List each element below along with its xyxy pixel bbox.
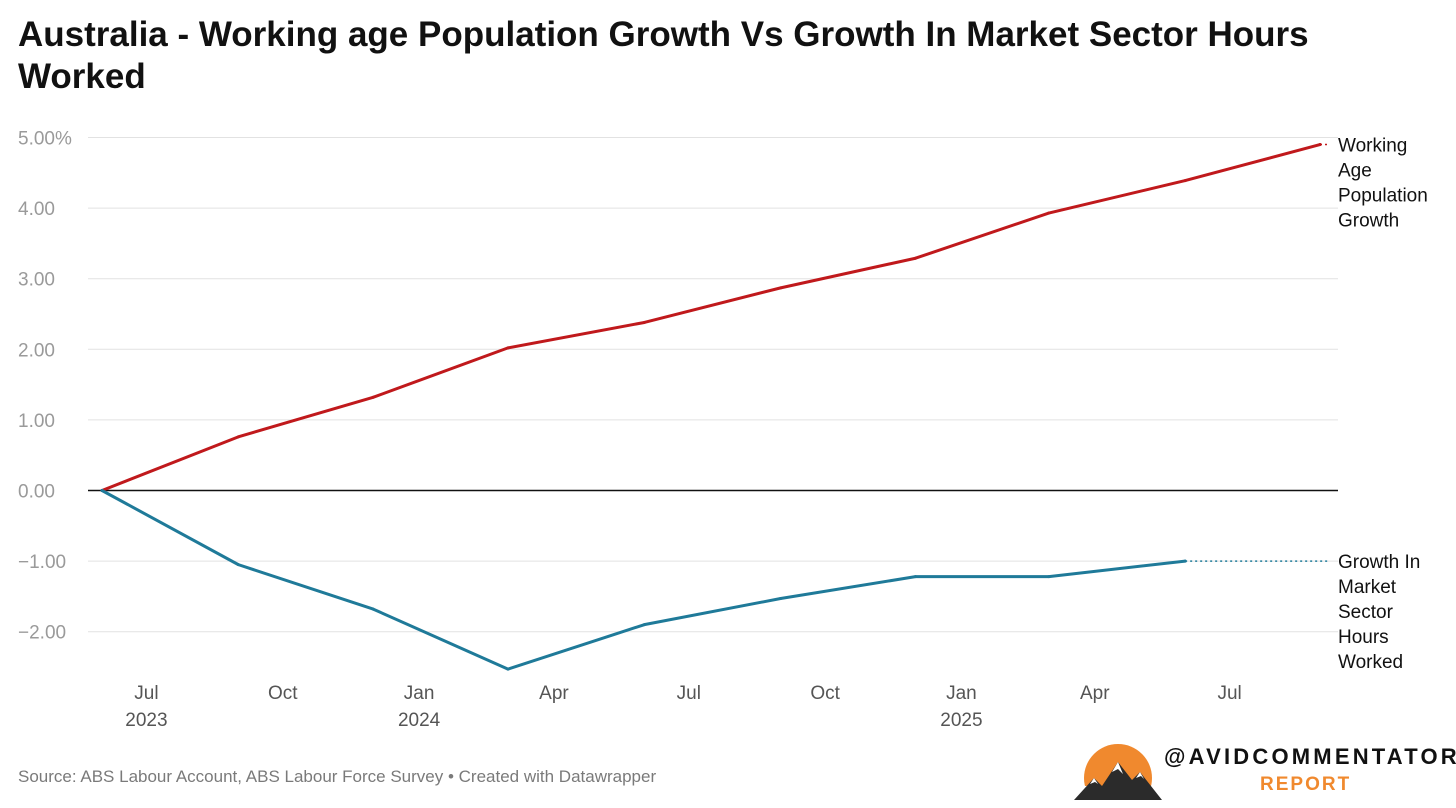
brand-logo-block: @AVIDCOMMENTATOR REPORT (1072, 740, 1456, 802)
y-tick-label: 4.00 (18, 199, 55, 220)
data-point (1047, 211, 1051, 215)
data-point (236, 563, 240, 567)
data-point (236, 435, 240, 439)
y-axis-ticks: 5.00% 4.00 3.00 2.00 1.00 0.00 −1.00 −2.00 (18, 129, 72, 644)
chart-title: Australia - Working age Population Growt… (18, 15, 1309, 96)
series-label: Market (1338, 577, 1397, 598)
series-label: Age (1338, 161, 1372, 182)
x-tick-label: Apr (539, 683, 569, 704)
data-point (642, 623, 646, 627)
series-label: Growth In (1338, 552, 1420, 573)
series-label: Working (1338, 136, 1407, 157)
source-note: Source: ABS Labour Account, ABS Labour F… (18, 767, 657, 786)
series-label: Worked (1338, 652, 1403, 673)
series-label: Hours (1338, 627, 1389, 648)
series-label: Population (1338, 186, 1428, 207)
gridlines (88, 137, 1338, 633)
y-tick-label: 3.00 (18, 270, 55, 291)
population-growth-line (100, 143, 1322, 492)
data-point (642, 320, 646, 324)
x-tick-year-label: 2023 (125, 710, 167, 731)
y-tick-label: −2.00 (18, 623, 66, 644)
x-tick-label: Oct (810, 683, 840, 704)
x-tick-label: Oct (268, 683, 298, 704)
data-point (779, 286, 783, 290)
series-label: Sector (1338, 602, 1394, 623)
y-tick-label: 5.00% (18, 129, 72, 150)
y-tick-label: 0.00 (18, 482, 55, 503)
mountain-sun-logo-icon (1072, 744, 1164, 802)
data-point (506, 346, 510, 350)
line-chart: 5.00% 4.00 3.00 2.00 1.00 0.00 −1.00 −2.00 Jul 2… (18, 129, 1428, 732)
data-point (371, 607, 375, 611)
brand-handle: @AVIDCOMMENTATOR (1164, 744, 1456, 769)
data-point (100, 489, 104, 492)
data-point (1183, 179, 1187, 183)
x-tick-label: Jul (677, 683, 701, 704)
series-labels: Working Age Population Growth Growth In Marke… (1338, 136, 1428, 674)
series-label: Growth (1338, 211, 1399, 232)
hours-worked-line (100, 489, 1187, 671)
x-tick-year-label: 2024 (398, 710, 441, 731)
y-tick-label: 1.00 (18, 411, 55, 432)
data-point (913, 575, 917, 579)
brand-subtitle: REPORT (1260, 774, 1352, 795)
x-tick-label: Jul (1217, 683, 1241, 704)
x-tick-year-label: 2025 (940, 710, 982, 731)
y-tick-label: 2.00 (18, 340, 55, 361)
data-point (1047, 575, 1051, 579)
x-tick-label: Apr (1080, 683, 1110, 704)
data-point (506, 667, 510, 671)
y-tick-label: −1.00 (18, 552, 66, 573)
data-point (371, 395, 375, 399)
data-point (913, 256, 917, 260)
x-axis-ticks: Jul 2023 Oct Jan 2024 Apr Jul Oct Jan 2025 Apr Jul (125, 683, 1241, 731)
series-lines (100, 143, 1330, 671)
data-point (779, 597, 783, 601)
x-tick-label: Jan (946, 683, 977, 704)
x-tick-label: Jul (134, 683, 158, 704)
x-tick-label: Jan (404, 683, 435, 704)
